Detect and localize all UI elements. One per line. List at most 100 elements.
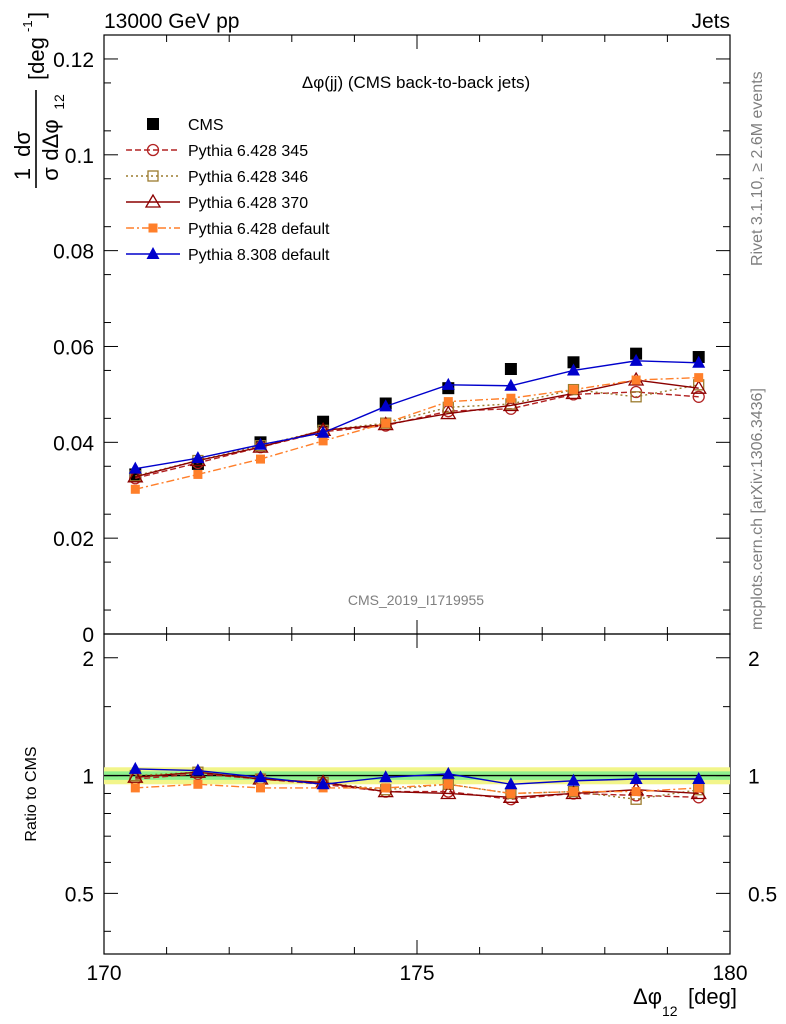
- ratio-panel: 0.5 0.5 1 1 2 2 170 175 180: [65, 633, 777, 985]
- x-tick-label: 180: [712, 962, 747, 985]
- data-point: [504, 363, 517, 376]
- series-cms: [129, 347, 705, 481]
- data-point: [128, 461, 142, 474]
- data-point: [694, 373, 704, 383]
- ratio-y-tick-label: 2: [82, 648, 94, 671]
- ylabel-num-dsigma: dσ: [10, 131, 35, 157]
- ratio-point: [316, 777, 330, 790]
- ratio-y-tick-label-right: 1: [748, 766, 760, 789]
- ratio-point: [127, 768, 144, 783]
- ratio-point: [130, 783, 140, 793]
- chart-title: Δφ(jj) (CMS back-to-back jets): [302, 73, 530, 92]
- xlabel-dphi: Δφ: [633, 984, 662, 1009]
- legend-entry: Pythia 6.428 346: [126, 169, 308, 186]
- series-line: [135, 376, 699, 490]
- xlabel-unit: [deg]: [688, 984, 737, 1009]
- ratio-point: [440, 785, 457, 800]
- ratio-line: [135, 773, 699, 800]
- main-panel: 0 0.02 0.04 0.06 0.08 0.1 0.12 Δφ(jj) (CMS bac…: [53, 34, 731, 647]
- group-label: Jets: [691, 10, 730, 33]
- legend-marker: [146, 143, 160, 157]
- y-tick-label: 0.1: [65, 145, 94, 168]
- ylabel-unit-open: [deg: [24, 37, 49, 80]
- x-tick-label: 175: [399, 962, 434, 985]
- ratio-point: [692, 771, 706, 784]
- data-point: [502, 397, 520, 412]
- ratio-y-tick-label: 1: [82, 766, 94, 789]
- ratio-y-tick-label-right: 2: [748, 648, 760, 671]
- ratio-point: [443, 779, 453, 789]
- series-line: [135, 379, 699, 478]
- legend-label: Pythia 6.428 370: [188, 195, 308, 212]
- data-point: [127, 468, 144, 483]
- legend-entry: Pythia 6.428 default: [126, 221, 330, 238]
- y-tick-label: 0: [82, 624, 94, 647]
- legend-entry: Pythia 6.428 370: [126, 193, 308, 212]
- ratio-point: [128, 761, 142, 774]
- x-tick-label: 170: [86, 962, 121, 985]
- y-tick-label: 0.06: [53, 336, 94, 359]
- energy-label: 13000 GeV pp: [104, 10, 239, 33]
- data-point: [567, 383, 580, 396]
- series-line: [135, 391, 699, 479]
- ratio-y-tick-label-right: 0.5: [748, 883, 777, 906]
- xlabel-sub: 12: [662, 1003, 678, 1019]
- legend-label: Pythia 8.308 default: [188, 247, 330, 264]
- data-point: [690, 379, 707, 394]
- mcplots-label: mcplots.cern.ch [arXiv:1306.3436]: [749, 388, 766, 630]
- ratio-point: [567, 773, 580, 786]
- ratio-line: [135, 768, 699, 785]
- legend-marker: [147, 170, 159, 182]
- data-point: [440, 405, 457, 420]
- ratio-point: [256, 783, 265, 793]
- ratio-y-tick-label: 0.5: [65, 883, 94, 906]
- y-tick-label: 0.04: [53, 432, 94, 455]
- data-point: [381, 418, 391, 428]
- data-point: [692, 390, 705, 403]
- legend-marker: [147, 118, 159, 130]
- data-point: [191, 451, 205, 464]
- data-point: [506, 393, 516, 403]
- series-pythia-6-428-default: [130, 373, 704, 494]
- series-pythia-8-308-default: [128, 353, 706, 474]
- legend-marker: [148, 223, 158, 233]
- ylabel-den-sub: 12: [51, 94, 67, 110]
- data-point: [692, 355, 706, 368]
- ratio-point: [694, 783, 704, 793]
- series-pythia-6-428-345: [129, 385, 705, 485]
- ratio-point: [690, 785, 707, 800]
- data-point: [379, 399, 393, 412]
- data-point: [441, 377, 455, 390]
- ratio-point: [379, 770, 393, 783]
- legend-label: Pythia 6.428 346: [188, 169, 308, 186]
- data-point: [443, 397, 453, 407]
- rivet-label: Rivet 3.1.10, ≥ 2.6M events: [749, 71, 766, 266]
- series-pythia-6-428-370: [127, 371, 707, 483]
- ylabel-unit-close: ]: [24, 12, 49, 18]
- ratio-point: [441, 766, 455, 779]
- ylabel-unit-sup: -1: [20, 20, 35, 32]
- legend-label: Pythia 6.428 default: [188, 221, 330, 238]
- ratio-point: [569, 787, 578, 797]
- series-line: [135, 360, 699, 470]
- series-line: [135, 384, 699, 477]
- legend-label: CMS: [188, 117, 224, 134]
- data-point: [629, 353, 643, 366]
- y-tick-label: 0.12: [53, 49, 94, 72]
- ratio-point: [254, 770, 267, 783]
- analysis-watermark: CMS_2019_I1719955: [348, 592, 484, 608]
- ratio-point: [506, 788, 516, 798]
- ratio-point: [504, 777, 518, 790]
- data-point: [254, 437, 267, 450]
- data-point: [630, 347, 643, 360]
- data-point: [316, 425, 330, 438]
- data-point: [567, 363, 580, 376]
- ylabel-den-sigma: σ: [38, 167, 63, 181]
- data-point: [130, 484, 140, 494]
- y-tick-label: 0.08: [53, 241, 94, 264]
- ratio-y-label: Ratio to CMS: [23, 746, 40, 841]
- ratio-series-pythia-8-308-default: [128, 761, 706, 790]
- ylabel-den-dphi: dΔφ: [38, 119, 63, 160]
- data-point: [567, 356, 580, 369]
